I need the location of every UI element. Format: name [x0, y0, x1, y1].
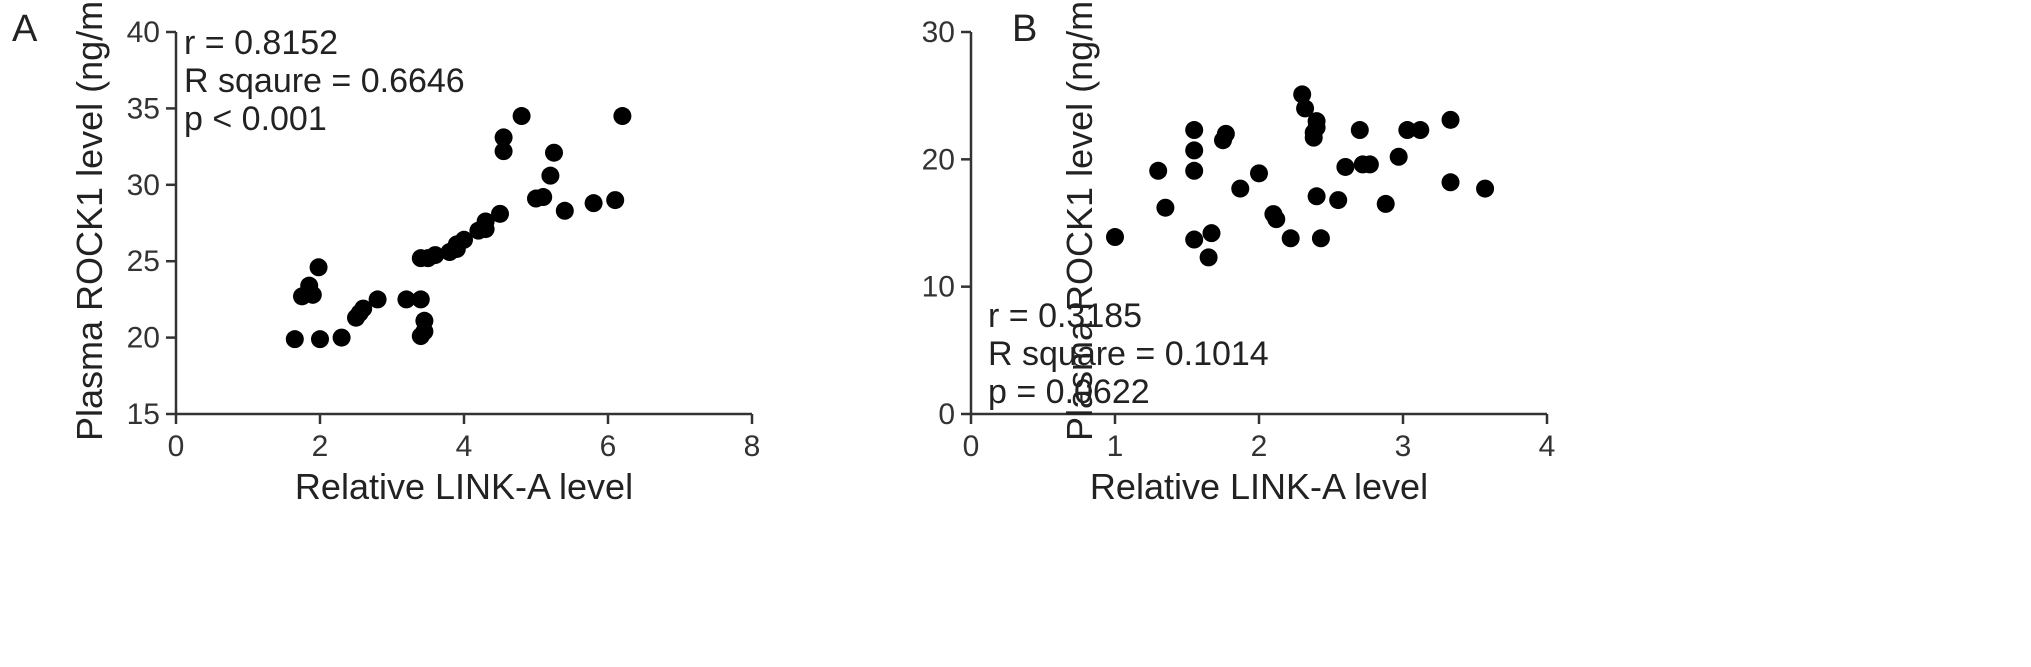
- data-point: [1185, 121, 1204, 140]
- data-point: [1156, 198, 1175, 217]
- data-point: [309, 258, 328, 277]
- y-tick-label: 0: [938, 398, 955, 431]
- x-tick-label: 2: [312, 430, 329, 463]
- scatter-plot: 0 10 20 30 0 1 2 3 4: [922, 16, 1556, 463]
- y-tick-label: 30: [127, 169, 160, 202]
- data-point: [494, 128, 513, 147]
- data-point: [1350, 121, 1369, 140]
- y-tick-label: 40: [127, 16, 160, 49]
- x-axis-title: Relative LINK-A level: [1089, 466, 1429, 507]
- data-point: [1398, 121, 1417, 140]
- x-tick-label: 4: [456, 430, 473, 463]
- data-point: [1149, 161, 1168, 180]
- x-tick-label: 3: [1395, 430, 1412, 463]
- data-point: [1281, 229, 1300, 248]
- x-tick-label: 2: [1251, 430, 1268, 463]
- data-point: [534, 188, 553, 207]
- y-tick-label: 20: [922, 143, 955, 176]
- x-tick-label: 6: [600, 430, 617, 463]
- data-point: [1307, 187, 1326, 206]
- data-point: [332, 328, 351, 347]
- x-tick-label: 1: [1107, 430, 1124, 463]
- data-point: [1250, 164, 1268, 183]
- stat-r-square: R sqaure = 0.6646: [184, 62, 465, 100]
- data-point: [1185, 141, 1204, 160]
- data-point: [1231, 179, 1250, 198]
- stat-r-square: R square = 0.1014: [988, 335, 1269, 373]
- data-point: [476, 212, 495, 231]
- data-point: [1336, 157, 1355, 176]
- data-point: [606, 191, 625, 210]
- data-point: [1411, 121, 1430, 140]
- data-point: [584, 194, 603, 213]
- data-point: [1441, 173, 1460, 192]
- data-point: [545, 143, 563, 162]
- data-point: [285, 330, 304, 349]
- data-point: [1311, 229, 1330, 248]
- y-axis-title: Plasma ROCK1 level (ng/ml): [69, 0, 110, 441]
- data-point: [411, 290, 430, 309]
- y-tick-label: 20: [127, 322, 160, 355]
- y-axis-title: Plasma ROCK1 level (ng/ml): [1059, 0, 1100, 441]
- data-point: [1296, 99, 1315, 118]
- data-point: [1185, 230, 1204, 249]
- panel-label: B: [1012, 8, 1038, 50]
- x-tick-label: 0: [963, 430, 980, 463]
- y-tick-label: 35: [127, 92, 160, 125]
- data-point: [455, 230, 473, 249]
- data-point: [415, 311, 434, 330]
- x-axis-title: Relative LINK-A level: [294, 466, 634, 507]
- data-point: [512, 107, 531, 126]
- data-point: [494, 142, 513, 161]
- data-point: [397, 290, 416, 309]
- data-point: [1389, 147, 1408, 166]
- data-point: [1199, 248, 1218, 267]
- stat-r: r = 0.3185: [988, 297, 1143, 335]
- data-point: [1376, 194, 1395, 213]
- y-tick-label: 30: [922, 16, 955, 49]
- data-point: [1216, 124, 1235, 143]
- scatter-panel-a: A 15 20 25 30 35 40 0 2 4 6 8 r = 0.8152 R sqaure …: [0, 0, 1000, 667]
- data-point: [1267, 210, 1286, 229]
- scatter-plot: 15 20 25 30 35 40 0 2 4 6 8: [127, 16, 761, 463]
- data-point: [1106, 228, 1124, 247]
- scatter-panel-b: B 0 10 20 30 0 1 2 3 4 r = 0.3185 R square = 0.1…: [922, 0, 2031, 667]
- stat-r: r = 0.8152: [184, 24, 339, 62]
- y-tick-label: 15: [127, 398, 160, 431]
- stat-p-value: p = 0.0622: [988, 373, 1150, 411]
- panel-label: A: [12, 8, 38, 50]
- data-point: [1360, 155, 1379, 174]
- data-point: [613, 107, 632, 126]
- data-point: [1329, 191, 1348, 210]
- data-point: [368, 290, 387, 309]
- data-point: [1185, 161, 1204, 180]
- x-tick-label: 4: [1539, 430, 1556, 463]
- data-point: [1293, 85, 1312, 104]
- data-point: [541, 166, 560, 185]
- data-point: [303, 285, 322, 304]
- data-point: [1307, 118, 1326, 137]
- data-point: [491, 204, 509, 223]
- y-tick-label: 10: [922, 271, 955, 304]
- data-point: [1476, 179, 1495, 198]
- data-point: [1441, 110, 1460, 129]
- data-point: [354, 299, 373, 318]
- data-point: [555, 201, 574, 220]
- stat-p-value: p < 0.001: [184, 100, 327, 138]
- data-point: [311, 330, 329, 349]
- y-tick-label: 25: [127, 245, 160, 278]
- x-tick-label: 8: [744, 430, 761, 463]
- data-point: [1202, 224, 1221, 243]
- data-point: [426, 246, 445, 265]
- x-tick-label: 0: [168, 430, 185, 463]
